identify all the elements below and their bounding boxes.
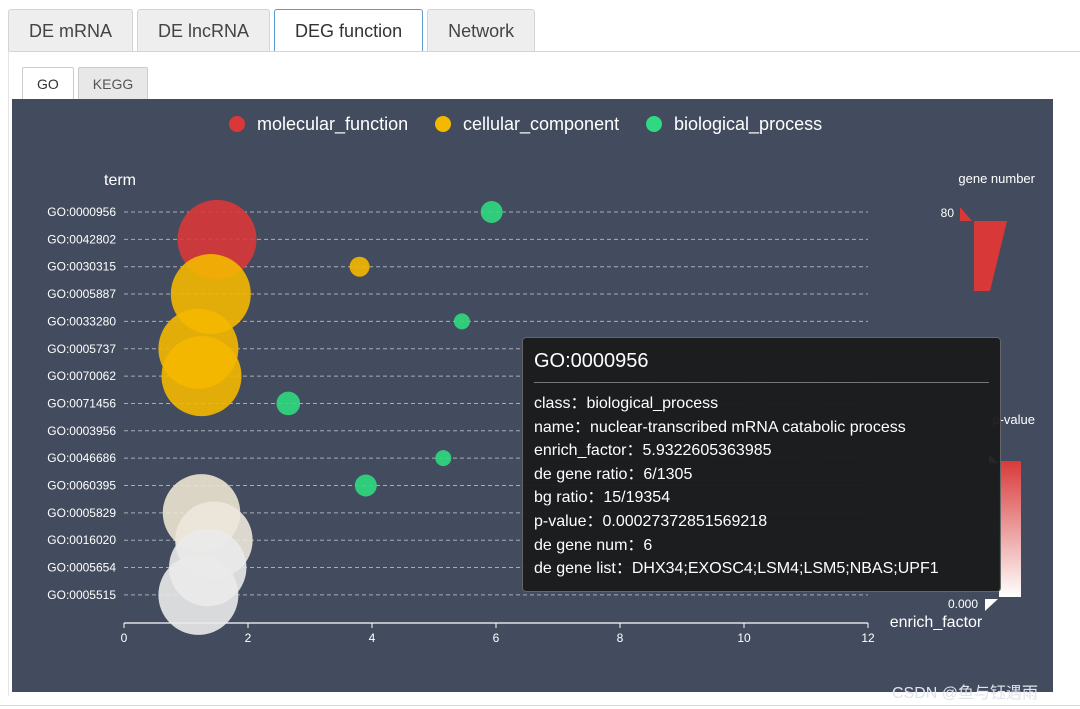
- panel-border: [8, 51, 9, 696]
- legend-label-molecular-function[interactable]: molecular_function: [257, 114, 408, 135]
- tooltip-title: GO:0000956: [534, 350, 989, 383]
- visual-map: gene number 80 p-value 0.000: [941, 171, 1036, 611]
- axes: term 0 2 4 6 8 10 12 enrich_factor: [104, 172, 983, 645]
- y-tick-label: GO:0046686: [47, 451, 116, 465]
- data-points: [158, 199, 503, 635]
- chart-canvas[interactable]: molecular_function cellular_component biol…: [12, 99, 1053, 692]
- legend-marker-cellular-component[interactable]: [435, 116, 451, 132]
- point-GO-0033280[interactable]: [453, 313, 470, 330]
- tooltip-enrich-factor: enrich_factor：5.9322605363985: [534, 442, 772, 460]
- y-tick-label: GO:0000956: [47, 205, 116, 219]
- color-legend-title: p-value: [992, 412, 1035, 427]
- subtab-go[interactable]: GO: [22, 67, 74, 100]
- tooltip: GO:0000956 class：biological_process name…: [522, 337, 1001, 592]
- x-axis-title: enrich_factor: [890, 614, 983, 631]
- point-GO-0030315[interactable]: [349, 256, 370, 277]
- y-tick-label: GO:0042802: [47, 232, 116, 246]
- tooltip-de-gene-ratio: de gene ratio：6/1305: [534, 465, 693, 483]
- x-tick-label: 6: [493, 631, 500, 645]
- chart-legend: molecular_function cellular_component biol…: [229, 114, 822, 135]
- y-tick-label: GO:0070062: [47, 369, 116, 383]
- color-legend-handle-bottom[interactable]: [985, 599, 998, 611]
- point-GO-0070062[interactable]: [161, 336, 242, 417]
- color-legend-min-label: 0.000: [948, 597, 978, 611]
- legend-label-biological-process[interactable]: biological_process: [674, 114, 822, 135]
- y-tick-label: GO:0016020: [47, 533, 116, 547]
- go-bubble-chart[interactable]: molecular_function cellular_component biol…: [12, 99, 1053, 692]
- y-tick-label: GO:0005737: [47, 342, 116, 356]
- x-tick-label: 4: [369, 631, 376, 645]
- x-tick-label: 8: [617, 631, 624, 645]
- x-tick-label: 12: [861, 631, 875, 645]
- y-axis-title: term: [104, 172, 136, 189]
- legend-marker-molecular-function[interactable]: [229, 116, 245, 132]
- x-tick-label: 0: [121, 631, 128, 645]
- tooltip-name: name：nuclear-transcribed mRNA catabolic …: [534, 418, 906, 436]
- main-tabs: DE mRNA DE lncRNA DEG function Network: [8, 9, 536, 52]
- bottom-divider: [0, 705, 1080, 706]
- tooltip-p-value: p-value：0.00027372851569218: [534, 512, 768, 530]
- tabs-divider: [8, 51, 1080, 52]
- y-tick-label: GO:0005654: [47, 561, 116, 575]
- tab-de-mrna[interactable]: DE mRNA: [8, 9, 134, 51]
- sub-tabs: GO KEGG: [22, 67, 149, 100]
- y-tick-label: GO:0005887: [47, 287, 116, 301]
- size-legend-title: gene number: [958, 171, 1035, 186]
- legend-marker-biological-process[interactable]: [646, 116, 662, 132]
- x-tick-label: 2: [245, 631, 252, 645]
- point-GO-0046686[interactable]: [435, 450, 452, 467]
- point-GO-0005515[interactable]: [158, 554, 239, 635]
- y-tick-label: GO:0071456: [47, 396, 116, 410]
- tooltip-de-gene-num: de gene num：6: [534, 536, 653, 554]
- tab-network[interactable]: Network: [427, 9, 536, 51]
- tab-de-lncrna[interactable]: DE lncRNA: [137, 9, 271, 51]
- point-GO-0071456[interactable]: [276, 391, 301, 416]
- y-tick-label: GO:0033280: [47, 314, 116, 328]
- size-legend-max-label: 80: [941, 206, 955, 220]
- y-tick-label: GO:0060395: [47, 479, 116, 493]
- x-tick-label: 10: [737, 631, 751, 645]
- watermark: CSDN @鱼与钰遇雨: [892, 685, 1039, 702]
- legend-label-cellular-component[interactable]: cellular_component: [463, 114, 619, 135]
- point-GO-0000956[interactable]: [480, 201, 503, 223]
- y-tick-label: GO:0030315: [47, 260, 116, 274]
- size-legend-bar: [974, 221, 1007, 291]
- tooltip-bg-ratio: bg ratio：15/19354: [534, 489, 671, 507]
- tooltip-de-gene-list: de gene list：DHX34;EXOSC4;LSM4;LSM5;NBAS…: [534, 560, 939, 578]
- y-tick-label: GO:0005829: [47, 506, 116, 520]
- tab-deg-function[interactable]: DEG function: [274, 9, 424, 52]
- tooltip-class: class：biological_process: [534, 395, 719, 412]
- y-tick-label: GO:0003956: [47, 424, 116, 438]
- subtab-kegg[interactable]: KEGG: [77, 67, 149, 99]
- color-legend-gradient-bar: [999, 461, 1021, 597]
- size-legend-handle[interactable]: [960, 207, 972, 221]
- point-GO-0060395[interactable]: [354, 474, 377, 497]
- y-tick-label: GO:0005515: [47, 588, 116, 602]
